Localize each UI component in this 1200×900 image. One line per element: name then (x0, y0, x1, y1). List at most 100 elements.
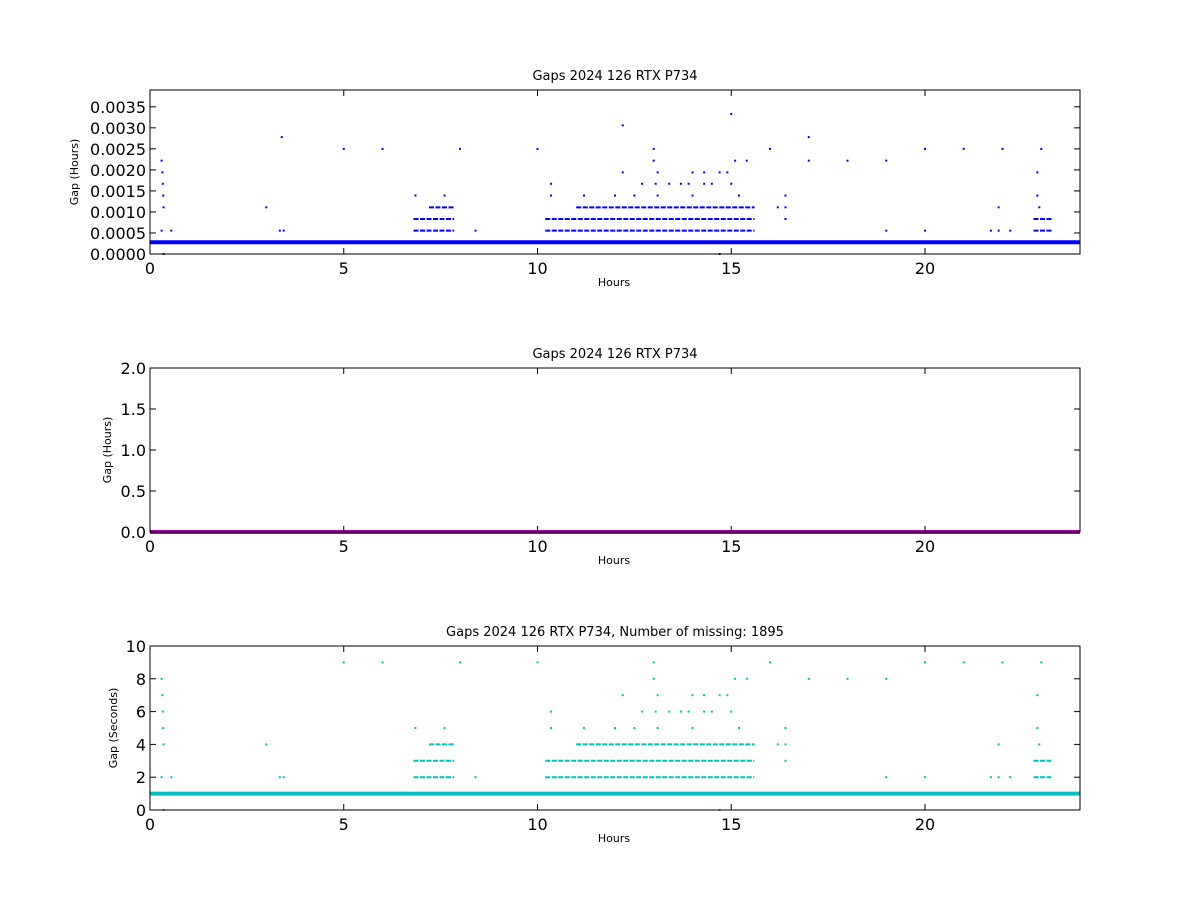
data-point (443, 727, 446, 729)
data-point (614, 194, 616, 197)
panel-1-frame (149, 89, 1081, 255)
data-point (807, 159, 810, 162)
panel-2-xlabel: Hours (598, 554, 630, 567)
data-point (583, 727, 585, 729)
data-point (885, 677, 888, 680)
data-point (687, 710, 690, 713)
data-point (652, 661, 655, 664)
data-point (536, 661, 539, 664)
data-point (170, 229, 173, 232)
data-point (550, 710, 553, 713)
data-point (280, 136, 283, 139)
y-tick-label: 2.0 (121, 359, 146, 378)
x-tick-label: 0 (145, 815, 155, 834)
data-point (691, 171, 694, 174)
data-point (989, 229, 992, 232)
data-point (654, 710, 657, 713)
data-point (161, 694, 164, 697)
data-point (282, 776, 285, 779)
data-point (730, 710, 733, 713)
data-point (710, 710, 713, 713)
data-point (997, 743, 1000, 746)
data-point (459, 147, 461, 150)
x-tick-label: 20 (915, 815, 935, 834)
y-tick-label: 1.0 (121, 441, 146, 460)
data-point (726, 694, 729, 697)
data-point (1038, 743, 1041, 746)
x-tick-label: 10 (527, 815, 547, 834)
data-point (652, 677, 655, 680)
panel-1-ylabel: Gap (Hours) (68, 139, 81, 206)
data-point (989, 776, 992, 779)
x-tick-label: 10 (527, 259, 547, 278)
data-point (997, 229, 1000, 232)
panel-3-marks (150, 661, 1080, 811)
y-tick-label: 0.0035 (90, 98, 146, 117)
data-point (162, 743, 165, 746)
data-point (703, 710, 706, 713)
data-point (414, 727, 417, 729)
data-point (734, 159, 737, 162)
data-point (846, 677, 849, 680)
data-point (776, 743, 779, 746)
data-point (170, 776, 173, 779)
data-point (769, 147, 771, 150)
data-point (160, 229, 163, 232)
data-point (160, 677, 163, 680)
data-point (1009, 229, 1012, 232)
data-point (381, 661, 384, 664)
panel-3-ylabel: Gap (Seconds) (107, 688, 120, 769)
data-point (784, 743, 787, 746)
data-point (633, 194, 636, 197)
data-point (730, 112, 733, 115)
data-point (784, 217, 787, 220)
data-point (745, 677, 748, 680)
data-point (1036, 694, 1039, 697)
panel-3-ticks: 0 5 10 15 20 0 2 4 6 8 10 (126, 637, 1080, 834)
data-point (668, 182, 671, 185)
data-point (924, 661, 926, 664)
data-point (265, 206, 268, 209)
data-point (656, 194, 659, 197)
y-tick-label: 0.0 (121, 523, 146, 542)
data-point (550, 727, 553, 729)
x-tick-label: 0 (145, 537, 155, 556)
data-point (679, 710, 682, 713)
data-point (656, 694, 659, 697)
y-tick-label: 1.5 (121, 400, 146, 419)
data-point (1009, 776, 1012, 779)
panel-2-ylabel: Gap (Hours) (101, 417, 114, 484)
y-tick-label: 8 (136, 670, 146, 689)
x-tick-label: 5 (339, 815, 349, 834)
data-point (536, 147, 539, 150)
data-point (342, 147, 345, 150)
data-point (924, 147, 926, 150)
data-point (703, 694, 706, 697)
data-point (342, 661, 345, 664)
data-point (668, 710, 671, 713)
x-tick-label: 20 (915, 537, 935, 556)
data-point (443, 194, 446, 197)
panel-3: Gaps 2024 126 RTX P734, Number of missin… (107, 625, 1081, 845)
data-point (414, 194, 417, 197)
panel-1-xlabel: Hours (598, 276, 630, 289)
data-point (474, 229, 477, 232)
y-tick-label: 0 (136, 801, 146, 820)
data-point (162, 194, 165, 197)
data-point (730, 182, 733, 185)
data-point (1038, 206, 1041, 209)
data-point (550, 194, 553, 197)
data-point (962, 147, 965, 150)
data-point (278, 229, 281, 232)
data-point (769, 661, 771, 664)
data-point (710, 182, 713, 185)
data-point (784, 727, 787, 729)
data-point (997, 206, 1000, 209)
x-tick-label: 0 (145, 259, 155, 278)
x-tick-label: 15 (721, 815, 741, 834)
x-tick-label: 15 (721, 259, 741, 278)
data-point (583, 194, 585, 197)
data-point (691, 194, 694, 197)
data-point (718, 694, 721, 697)
